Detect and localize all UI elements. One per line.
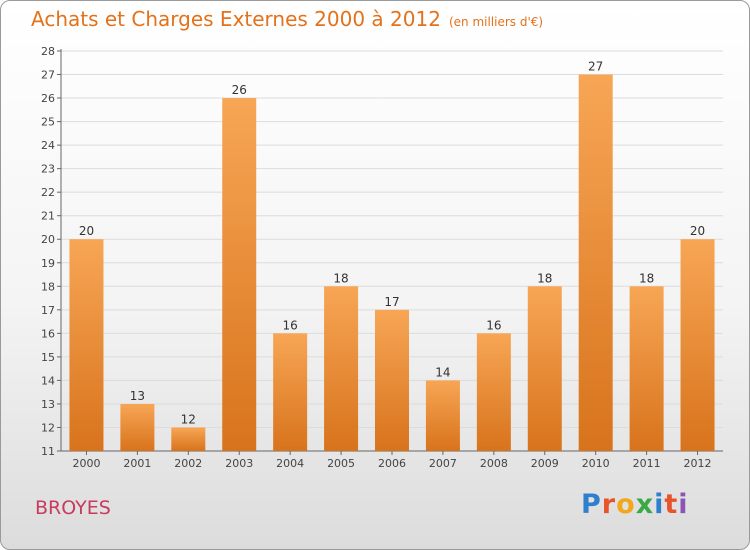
y-tick-label: 27 [41,69,55,82]
x-tick-label-2001: 2001 [123,457,151,470]
y-tick-label: 22 [41,186,55,199]
y-tick-label: 25 [41,116,55,129]
chart-title: Achats et Charges Externes 2000 à 2012 (e… [31,7,543,31]
x-tick-label-2006: 2006 [378,457,406,470]
logo-letter: i [654,489,665,520]
bar-2005 [324,286,359,451]
value-label-2011: 18 [639,271,654,285]
y-tick-label: 23 [41,163,55,176]
bar-2011 [629,286,664,451]
logo-letter: t [664,489,679,520]
chart-subtitle: (en milliers d'€) [448,15,544,29]
y-tick-label: 19 [41,257,55,270]
y-tick-label: 24 [41,139,55,152]
value-label-2001: 13 [130,389,145,403]
value-label-2010: 27 [588,60,603,74]
x-tick-label-2003: 2003 [225,457,253,470]
value-label-2000: 20 [79,224,94,238]
x-tick-label-2010: 2010 [582,457,610,470]
bar-2010 [578,74,613,451]
bar-2004 [273,333,308,451]
y-tick-label: 28 [41,45,55,58]
y-tick-label: 17 [41,304,55,317]
bar-2009 [527,286,562,451]
city-name: BROYES [35,497,111,519]
value-label-2003: 26 [232,83,247,97]
y-tick-label: 15 [41,351,55,364]
logo-letter: P [581,489,602,520]
value-label-2006: 17 [384,295,399,309]
proxiti-logo: Proxiti [581,489,689,520]
y-tick-label: 13 [41,398,55,411]
logo-letter: o [616,489,636,520]
logo-letter: x [635,489,655,520]
value-label-2004: 16 [283,318,298,332]
value-label-2012: 20 [690,224,705,238]
x-tick-label-2009: 2009 [531,457,559,470]
logo-letter: r [601,489,617,520]
value-label-2002: 12 [181,412,196,426]
x-tick-label-2008: 2008 [480,457,508,470]
x-tick-label-2005: 2005 [327,457,355,470]
bar-2006 [375,309,409,451]
y-tick-label: 21 [41,210,55,223]
x-tick-label-2012: 2012 [684,457,712,470]
value-label-2008: 16 [486,318,501,332]
bar-2002 [171,427,206,451]
y-tick-label: 18 [41,280,55,293]
bar-2003 [222,98,257,451]
title-text: Achats et Charges Externes 2000 à 2012 [31,7,441,31]
value-label-2005: 18 [333,271,348,285]
x-tick-label-2011: 2011 [633,457,661,470]
logo-letter: i [678,489,689,520]
value-label-2009: 18 [537,271,552,285]
x-tick-label-2004: 2004 [276,457,304,470]
y-tick-label: 12 [41,421,55,434]
y-tick-label: 16 [41,327,55,340]
bar-2000 [69,239,104,451]
x-tick-label-2007: 2007 [429,457,457,470]
x-tick-label-2002: 2002 [174,457,202,470]
bar-2007 [425,380,460,451]
y-tick-label: 26 [41,92,55,105]
y-tick-label: 20 [41,233,55,246]
labels: 11 12 13 14 15 16 17 18 19 20 21 22 23 24 25 26 27 28 20 20… [41,45,712,470]
y-tick-label: 11 [41,445,55,458]
bar-2008 [476,333,511,451]
bar-2012 [680,239,715,451]
x-tick-label-2000: 2000 [72,457,100,470]
bar-2001 [120,403,155,451]
value-label-2007: 14 [435,365,450,379]
bars [69,74,715,451]
y-tick-label: 14 [41,374,55,387]
